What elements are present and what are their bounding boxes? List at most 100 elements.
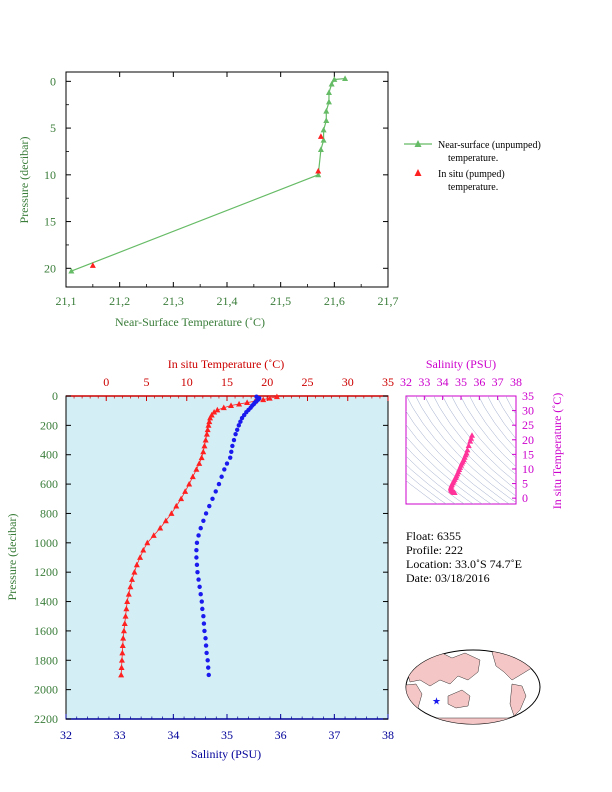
salinity-point [198,525,203,531]
temperature-point [124,598,131,604]
temperature-axis-label: In situ Temperature (˚C) [168,357,285,371]
temperature-point [198,454,205,461]
salinity-point [213,489,218,494]
near-surface-x-tick-label: 21,4 [217,294,238,308]
salinity-point [201,621,207,626]
temperature-point [137,554,144,560]
pressure-tick-label: 600 [40,477,58,491]
temperature-point [196,460,203,466]
density-contour [478,396,516,450]
ts-x-tick-label: 35 [455,375,467,389]
salinity-tick-label: 33 [114,728,126,742]
temperature-point [193,466,200,472]
salinity-point [194,555,199,560]
temperature-point [266,395,273,401]
salinity-point [196,577,201,582]
pressure-tick-label: 0 [52,389,58,403]
temperature-point [189,473,196,480]
salinity-point [194,562,200,568]
near-surface-x-tick-label: 21,1 [56,294,77,308]
near-surface-x-tick-label: 21,2 [109,294,130,308]
salinity-tick-label: 36 [275,728,287,742]
density-contour [487,396,516,440]
temperature-tick-label: 5 [144,375,150,389]
salinity-point [194,547,199,553]
ts-y-label: In situ Temperature (˚C) [550,393,564,510]
temperature-tick-label: 10 [181,375,193,389]
density-contour [406,436,483,504]
density-contour [406,464,456,504]
unpumped-point [342,75,349,81]
temperature-point [133,561,140,568]
unpumped-point [68,267,75,274]
profile-plot-frame [65,395,389,720]
location-map: ★ [405,649,541,725]
legend-label-pumped-1: In situ (pumped) [438,169,505,180]
temperature-tick-label: 20 [261,375,273,389]
temperature-point [204,426,211,433]
ts-y-tick-label: 15 [522,447,534,461]
density-contour [406,410,501,504]
temperature-tick-label: 25 [302,375,314,389]
temperature-point [236,400,243,407]
temperature-point [157,524,164,531]
profile-y-label: Pressure (decibar) [5,514,19,601]
unpumped-point [317,146,324,152]
salinity-point [207,503,212,509]
salinity-tick-label: 35 [221,728,233,742]
pressure-tick-label: 200 [40,418,58,432]
ts-point [451,489,458,496]
salinity-point [230,443,235,449]
unpumped-point [325,98,332,105]
near-surface-x-tick-label: 21,7 [378,294,399,308]
near-surface-x-tick-label: 21,6 [324,294,345,308]
near-surface-y-tick-label: 0 [50,74,56,88]
unpumped-point [325,89,332,95]
ts-x-tick-label: 36 [473,375,485,389]
temperature-point [119,649,126,656]
salinity-point [222,467,227,472]
temperature-point [214,406,221,413]
profile-ticks: 0 5 10 15 20 25 30 35 32 33 34 35 36 37 38 0 200 400 600 80… [34,375,394,742]
temperature-point [203,430,210,437]
density-contour [406,480,438,504]
legend-marker-pumped [414,169,422,176]
ts-x-tick-label: 32 [400,375,412,389]
pumped-point [317,133,324,139]
near-surface-legend: Near-surface (unpumped) temperature. In … [404,140,541,193]
density-contour [460,396,516,468]
salinity-point [203,636,208,641]
near-surface-y-label: Pressure (decibar) [17,137,31,224]
pumped-point [89,262,96,268]
near-surface-plot-frame [65,71,389,288]
salinity-point [196,533,201,538]
salinity-point [238,419,243,424]
salinity-point [239,415,245,421]
salinity-point [233,431,238,437]
temperature-point [123,605,130,612]
salinity-point [202,628,207,634]
density-contour [406,424,492,504]
salinity-point [200,606,205,612]
salinity-point [224,461,230,466]
salinity-point [201,518,206,523]
temperature-point [211,408,218,415]
salinity-point [195,569,200,575]
unpumped-point [315,171,322,178]
near-surface-y-ticks: 0 5 10 15 20 [44,74,388,275]
temperature-point [186,480,193,487]
temperature-point [206,418,213,425]
pressure-tick-label: 400 [40,448,58,462]
density-contour [496,396,516,428]
temperature-point [121,620,128,626]
unpumped-point [323,117,330,124]
ts-x-tick-label: 34 [437,375,449,389]
legend-marker-unpumped [414,140,422,147]
near-surface-y-tick-label: 20 [44,261,56,275]
salinity-point [198,592,203,597]
salinity-point [228,455,233,460]
temperature-tick-label: 15 [221,375,233,389]
temperature-point [205,422,212,428]
salinity-point [205,658,210,663]
